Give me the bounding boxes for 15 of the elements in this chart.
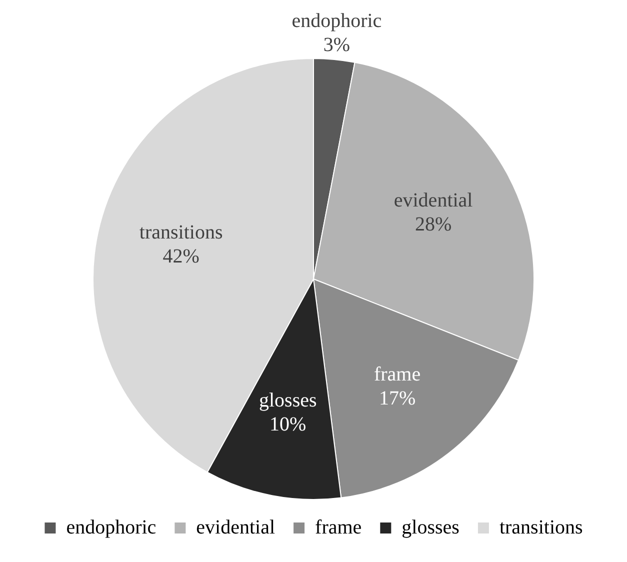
- legend-label: glosses: [402, 516, 460, 538]
- legend-label: frame: [315, 516, 362, 538]
- slice-label: glosses: [258, 390, 317, 412]
- legend-label: endophoric: [66, 516, 156, 538]
- slice-label: endophoric: [292, 10, 382, 32]
- legend-label: transitions: [499, 516, 584, 538]
- data-label: 3%: [323, 34, 350, 56]
- slice-label: transitions: [139, 221, 223, 244]
- data-label: 28%: [414, 213, 452, 236]
- data-label: 10%: [270, 414, 306, 436]
- data-label: 42%: [162, 245, 200, 268]
- slice-label: evidential: [394, 189, 474, 212]
- legend-label: evidential: [196, 516, 276, 538]
- slice-label: frame: [374, 363, 421, 386]
- data-label: 17%: [378, 387, 416, 410]
